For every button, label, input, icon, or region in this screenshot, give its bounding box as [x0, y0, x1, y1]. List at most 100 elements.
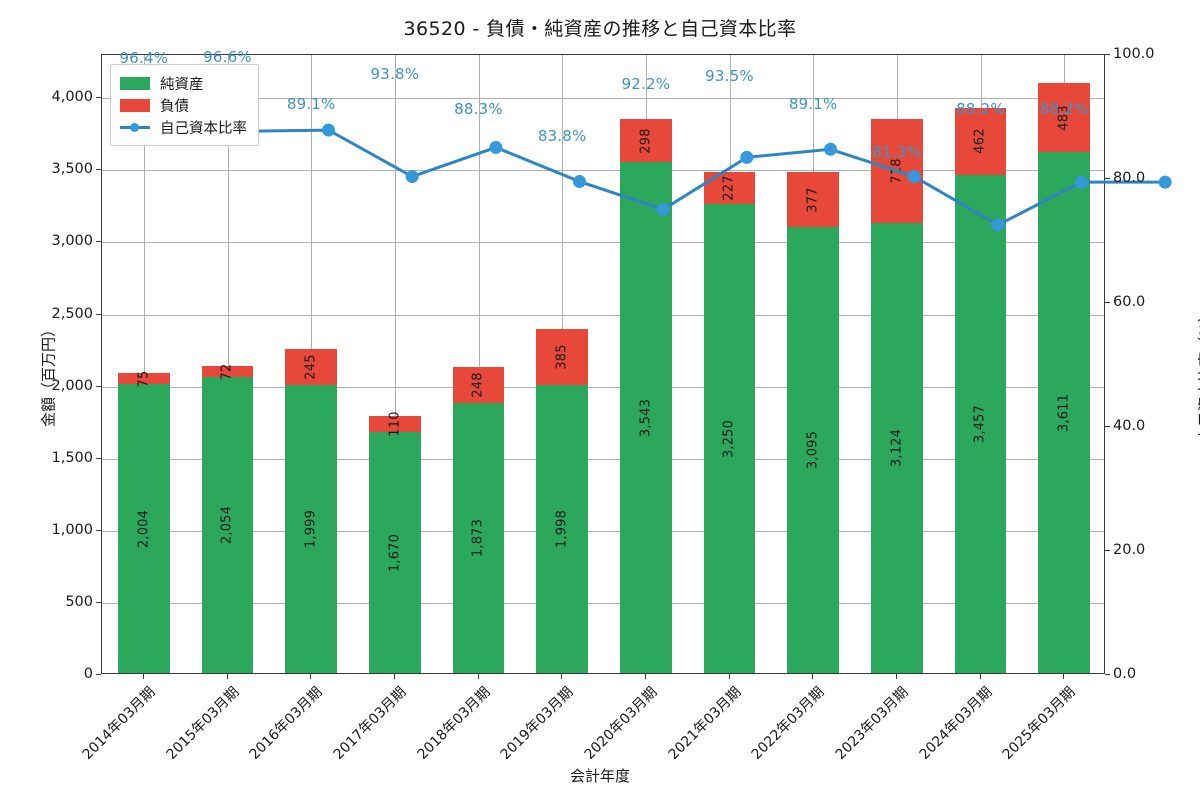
ratio-value-label: 88.3%	[454, 99, 503, 118]
bar-segment-liability[interactable]: 377	[787, 172, 840, 227]
left-axis-tick-mark	[96, 169, 101, 171]
legend-swatch-green-icon	[120, 76, 150, 90]
legend-label-equity-ratio: 自己資本比率	[160, 120, 247, 137]
bar-value-label-equity: 3,457	[972, 404, 988, 443]
x-axis-tick-label: 2023年03月期	[832, 684, 912, 763]
gridline-vertical	[394, 55, 396, 673]
bar-group[interactable]: 3,543 298	[619, 53, 672, 673]
gridline-vertical	[143, 55, 145, 673]
x-axis-tick-mark	[895, 674, 897, 679]
bar-segment-equity[interactable]: 1,999	[285, 384, 338, 673]
x-axis-tick-label: 2019年03月期	[497, 684, 577, 763]
left-axis-tick-label: 4,000	[51, 89, 93, 106]
x-axis-tick-label: 2014年03月期	[79, 684, 159, 763]
x-axis-tick-mark	[979, 674, 981, 679]
x-axis-tick-mark	[561, 674, 563, 679]
bar-segment-liability[interactable]: 298	[619, 119, 672, 163]
x-axis-tick-mark	[728, 674, 730, 679]
bar-value-label-liability: 462	[972, 128, 988, 154]
bar-value-label-equity: 1,670	[387, 533, 403, 572]
bar-segment-liability[interactable]: 245	[285, 349, 338, 385]
bar-group[interactable]: 3,250 227	[703, 53, 756, 673]
bar-segment-liability[interactable]: 75	[117, 370, 170, 388]
gridline-horizontal	[102, 530, 1104, 532]
bar-group[interactable]: 1,998 385	[536, 53, 589, 673]
legend-label-equity: 純資産	[160, 76, 204, 93]
x-axis-tick-label: 2018年03月期	[414, 684, 493, 763]
left-axis-tick-label: 2,000	[51, 377, 93, 394]
bar-group[interactable]: 1,670 110	[368, 53, 421, 673]
bar-segment-liability[interactable]: 248	[452, 367, 505, 403]
bar-segment-equity[interactable]: 3,457	[954, 174, 1007, 673]
right-axis-title: 自己資本比率（%）	[1196, 307, 1200, 442]
x-axis-tick-mark	[812, 674, 814, 679]
left-axis-tick-label: 1,500	[51, 449, 93, 466]
bar-segment-liability[interactable]: 227	[703, 171, 756, 205]
gridline-horizontal	[102, 314, 1104, 316]
right-axis-tick-label: 0.0	[1113, 666, 1137, 682]
bar-segment-equity[interactable]: 3,124	[870, 222, 923, 673]
bar-group[interactable]: 3,457 462	[954, 53, 1007, 673]
bar-value-label-equity: 1,999	[303, 509, 319, 548]
right-axis-tick-mark	[1105, 426, 1110, 427]
ratio-value-label: 89.1%	[788, 94, 838, 113]
bar-segment-equity[interactable]: 2,004	[117, 384, 170, 673]
right-axis-tick-mark	[1105, 550, 1110, 551]
ratio-value-label: 96.4%	[119, 49, 169, 68]
ratio-value-label: 81.3%	[872, 142, 922, 161]
bar-value-label-liability: 110	[387, 411, 403, 437]
bar-value-label-equity: 2,004	[136, 509, 152, 548]
x-axis-tick-label: 2020年03月期	[581, 684, 661, 763]
bar-value-label-equity: 3,250	[721, 419, 737, 458]
x-axis-tick-mark	[142, 674, 144, 679]
x-axis-tick-label: 2021年03月期	[665, 684, 744, 763]
bar-segment-equity[interactable]: 3,095	[787, 226, 840, 673]
left-axis-title: 金額（百万円）	[39, 322, 58, 428]
gridline-horizontal	[102, 98, 1104, 100]
left-axis-tick-mark	[96, 313, 101, 315]
bar-group[interactable]: 2,004 75	[117, 53, 170, 673]
left-axis-tick-mark	[96, 529, 101, 531]
chart-legend[interactable]: 純資産 負債 自己資本比率	[110, 64, 259, 146]
ratio-value-label: 83.8%	[537, 127, 587, 146]
ratio-value-label: 89.1%	[286, 94, 336, 113]
bar-segment-equity[interactable]: 1,873	[452, 402, 505, 673]
bar-segment-liability[interactable]: 110	[368, 412, 421, 437]
bar-group[interactable]: 2,054 72	[201, 53, 254, 673]
bar-segment-equity[interactable]: 3,250	[703, 204, 756, 673]
x-axis-tick-mark	[1063, 674, 1065, 679]
left-axis-tick-mark	[96, 601, 101, 603]
bar-value-label-liability: 72	[219, 363, 235, 381]
bar-value-label-liability: 245	[303, 354, 319, 380]
bar-segment-equity[interactable]: 3,543	[619, 162, 672, 673]
bar-group[interactable]: 3,611 483	[1038, 53, 1091, 673]
x-axis-tick-label: 2024年03月期	[916, 684, 995, 763]
bar-segment-equity[interactable]: 3,611	[1038, 152, 1091, 673]
gridline-vertical	[478, 55, 480, 673]
bar-segment-equity[interactable]: 1,670	[368, 432, 421, 673]
left-axis-tick-label: 3,000	[51, 233, 93, 250]
bar-group[interactable]: 3,095 377	[787, 53, 840, 673]
bar-value-label-equity: 3,124	[889, 428, 905, 467]
x-axis-tick-mark	[310, 674, 312, 679]
x-axis-tick-label: 2016年03月期	[246, 684, 326, 763]
bar-segment-equity[interactable]: 1,998	[536, 384, 589, 673]
left-axis-tick-label: 0	[83, 666, 93, 682]
legend-item-liability[interactable]: 負債	[120, 94, 247, 116]
right-axis-tick-label: 20.0	[1113, 542, 1146, 558]
bar-value-label-liability: 248	[470, 372, 486, 398]
bar-group[interactable]: 1,873 248	[452, 53, 505, 673]
chart-title: 36520 - 負債・純資産の推移と自己資本比率	[403, 18, 797, 40]
bar-value-label-liability: 75	[136, 370, 152, 388]
left-axis-tick-label: 1,000	[51, 521, 93, 538]
bar-segment-liability[interactable]: 72	[201, 363, 254, 380]
legend-item-equity-ratio[interactable]: 自己資本比率	[120, 116, 247, 138]
right-axis-tick-mark	[1105, 302, 1110, 303]
bar-group[interactable]: 1,999 245	[285, 53, 338, 673]
bar-segment-equity[interactable]: 2,054	[201, 376, 254, 673]
legend-item-equity[interactable]: 純資産	[120, 72, 247, 94]
right-axis-tick-mark	[1105, 178, 1110, 179]
left-axis-tick-label: 2,500	[51, 305, 93, 322]
bar-segment-liability[interactable]: 385	[536, 329, 589, 385]
bar-segment-liability[interactable]: 718	[870, 119, 923, 223]
